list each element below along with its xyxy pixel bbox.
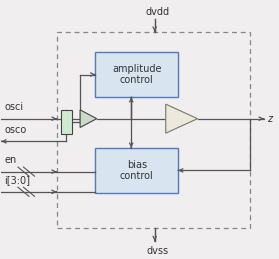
Bar: [95, 148, 178, 193]
Text: osco: osco: [4, 125, 27, 135]
Text: i[3:0]: i[3:0]: [4, 176, 30, 185]
Bar: [57, 32, 250, 228]
Polygon shape: [80, 110, 97, 127]
Text: en: en: [4, 155, 16, 165]
Bar: [61, 110, 72, 134]
Text: dvdd: dvdd: [145, 6, 170, 17]
Text: bias
control: bias control: [120, 160, 154, 181]
Text: z: z: [266, 114, 272, 124]
Text: amplitude
control: amplitude control: [112, 64, 162, 85]
Bar: [95, 52, 178, 97]
Text: osci: osci: [4, 102, 23, 112]
Text: dvss: dvss: [146, 246, 169, 256]
Polygon shape: [166, 104, 198, 133]
